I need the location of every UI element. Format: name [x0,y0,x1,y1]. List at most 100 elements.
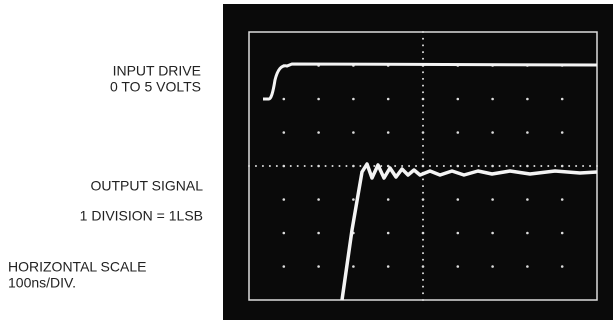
grid-dot [290,165,292,167]
grid-dot [387,98,390,101]
grid-dot [283,98,286,101]
grid-dot [533,165,535,167]
grid-dot [526,265,529,268]
grid-dot [297,165,299,167]
grid-dot [457,98,460,101]
grid-dot [283,198,286,201]
grid-dot [332,165,334,167]
grid-dot [457,198,460,201]
grid-dot [457,165,459,167]
grid-dot [317,265,320,268]
grid-dot [317,232,320,235]
grid-dot [443,165,445,167]
grid-dot [422,286,424,288]
horizontal-title: HORIZONTAL SCALE [8,259,146,275]
grid-dot [387,232,390,235]
grid-dot [422,272,424,274]
grid-dot [561,232,564,235]
grid-dot [422,266,424,268]
grid-dot [491,232,494,235]
grid-dot [283,165,285,167]
grid-dot [262,165,264,167]
grid-dot [499,165,501,167]
grid-dot [387,198,390,201]
grid-dot [401,165,403,167]
grid-dot [373,165,375,167]
grid-dot [422,38,424,40]
grid-dot [457,232,460,235]
grid-dot [526,232,529,235]
grid-dot [317,198,320,201]
grid-dot [422,98,424,100]
grid-dot [561,265,564,268]
grid-dot [568,165,570,167]
output-title: OUTPUT SIGNAL [90,178,203,194]
grid-dot [352,265,355,268]
grid-dot [422,239,424,241]
grid-dot [471,165,473,167]
grid-dot [248,165,250,167]
grid-dot [422,232,424,234]
grid-dot [422,292,424,294]
output-scale: 1 DIVISION = 1LSB [80,208,203,224]
grid-dot [352,131,355,134]
grid-dot [429,165,431,167]
grid-dot [547,165,549,167]
grid-dot [422,165,424,167]
grid-dot [422,132,424,134]
grid-dot [506,165,508,167]
grid-dot [492,165,494,167]
scope-screen [223,4,613,320]
grid-dot [450,165,452,167]
grid-dot [422,158,424,160]
grid-dot [318,165,320,167]
grid-dot [526,165,528,167]
grid-dot [491,265,494,268]
grid-dot [387,265,390,268]
grid-dot [276,165,278,167]
grid-dot [422,78,424,80]
grid-dot [422,205,424,207]
grid-dot [422,192,424,194]
input-range: 0 TO 5 VOLTS [110,79,201,95]
grid-dot [422,51,424,53]
horizontal-scale: 100ns/DIV. [8,275,76,291]
grid-dot [387,131,390,134]
grid-dot [554,165,556,167]
grid-dot [464,165,466,167]
grid-dot [422,185,424,187]
grid-dot [436,165,438,167]
grid-dot [491,98,494,101]
grid-dot [596,165,598,167]
grid-dot [422,31,424,33]
grid-dot [283,131,286,134]
grid-dot [561,131,564,134]
grid-dot [283,265,286,268]
grid-dot [317,98,320,101]
grid-dot [561,198,564,201]
grid-dot [422,85,424,87]
grid-dot [422,252,424,254]
grid-dot [408,165,410,167]
page: INPUT DRIVE 0 TO 5 VOLTS OUTPUT SIGNAL 1… [0,0,613,320]
grid-dot [519,165,521,167]
grid-dot [422,71,424,73]
grid-dot [491,198,494,201]
grid-dot [352,198,355,201]
grid-dot [269,165,271,167]
grid-dot [491,131,494,134]
grid-dot [338,165,340,167]
grid-dot [422,111,424,113]
grid-dot [352,165,354,167]
grid-dot [422,118,424,120]
grid-dot [526,198,529,201]
grid-dot [457,131,460,134]
grid-dot [575,165,577,167]
grid-dot [526,131,529,134]
grid-dot [422,145,424,147]
grid-dot [422,91,424,93]
grid-dot [478,165,480,167]
grid-dot [422,138,424,140]
grid-dot [512,165,514,167]
grid-dot [589,165,591,167]
